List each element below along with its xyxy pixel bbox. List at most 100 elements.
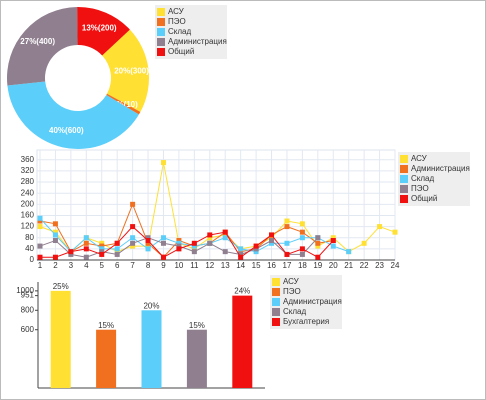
legend-swatch xyxy=(400,155,408,163)
point xyxy=(361,240,367,246)
point xyxy=(269,240,275,246)
point xyxy=(222,229,228,235)
y-tick-label: 1000 xyxy=(16,286,34,295)
point xyxy=(299,235,305,241)
point xyxy=(114,240,120,246)
x-tick-label: 14 xyxy=(236,261,245,270)
y-tick-label: 80 xyxy=(25,233,34,242)
point xyxy=(207,232,213,238)
slice-label: 20%(300) xyxy=(114,66,149,75)
legend-swatch xyxy=(157,18,165,26)
point xyxy=(330,243,336,249)
y-tick-label: 800 xyxy=(21,305,35,314)
point xyxy=(145,235,151,241)
point xyxy=(269,232,275,238)
point xyxy=(315,254,321,260)
point xyxy=(114,249,120,255)
y-tick-label: 280 xyxy=(21,177,35,186)
bar-label: 24% xyxy=(234,287,250,296)
y-tick-label: 40 xyxy=(25,244,34,253)
pie-slice xyxy=(7,7,78,86)
bar xyxy=(50,290,71,388)
point xyxy=(37,224,43,230)
pie-slice xyxy=(7,81,139,149)
point xyxy=(160,254,166,260)
point xyxy=(37,218,43,224)
legend-box xyxy=(270,275,342,329)
x-tick-label: 15 xyxy=(252,261,261,270)
x-tick-label: 9 xyxy=(161,261,166,270)
point xyxy=(299,251,305,257)
point xyxy=(37,243,43,249)
legend-swatch xyxy=(157,8,165,16)
x-tick-label: 11 xyxy=(190,261,199,270)
slice-label: 27%(400) xyxy=(20,37,55,46)
point xyxy=(99,249,105,255)
x-tick-label: 19 xyxy=(313,261,322,270)
point xyxy=(99,243,105,249)
series-line xyxy=(40,225,334,258)
legend-swatch xyxy=(272,318,280,326)
point xyxy=(145,238,151,244)
legend-swatch xyxy=(400,195,408,203)
slice-label: 40%(600) xyxy=(49,126,84,135)
point xyxy=(145,240,151,246)
legend-swatch xyxy=(157,38,165,46)
point xyxy=(299,229,305,235)
point xyxy=(238,246,244,252)
x-tick-label: 1 xyxy=(38,261,43,270)
x-tick-label: 6 xyxy=(115,261,120,270)
pie-slice xyxy=(102,29,150,112)
point xyxy=(299,221,305,227)
point xyxy=(284,240,290,246)
point xyxy=(114,246,120,252)
x-tick-label: 4 xyxy=(84,261,89,270)
x-tick-label: 10 xyxy=(174,261,183,270)
point xyxy=(315,235,321,241)
point xyxy=(160,235,166,241)
bar-label: 15% xyxy=(98,321,114,330)
point xyxy=(253,249,259,255)
bar-label: 15% xyxy=(189,321,205,330)
legend-label: АСУ xyxy=(283,277,300,286)
point xyxy=(269,238,275,244)
legend-label: Склад xyxy=(283,307,306,316)
x-tick-label: 22 xyxy=(360,261,369,270)
point xyxy=(176,246,182,252)
y-tick-label: 120 xyxy=(21,222,35,231)
x-tick-label: 24 xyxy=(391,261,400,270)
point xyxy=(222,232,228,238)
legend-box xyxy=(155,5,227,59)
point xyxy=(160,160,166,166)
point xyxy=(114,251,120,257)
point xyxy=(83,254,89,260)
y-tick-label: 0 xyxy=(30,255,35,264)
point xyxy=(83,246,89,252)
point xyxy=(191,249,197,255)
x-tick-label: 16 xyxy=(267,261,276,270)
pie-slice xyxy=(106,93,141,115)
x-tick-label: 20 xyxy=(329,261,338,270)
point xyxy=(222,249,228,255)
point xyxy=(191,246,197,252)
y-tick-label: 200 xyxy=(21,199,35,208)
x-tick-label: 7 xyxy=(130,261,135,270)
point xyxy=(52,221,58,227)
x-tick-label: 23 xyxy=(375,261,384,270)
bar xyxy=(186,329,207,388)
point xyxy=(130,243,136,249)
series-line xyxy=(39,162,396,253)
point xyxy=(130,224,136,230)
x-tick-label: 21 xyxy=(344,261,353,270)
point xyxy=(191,240,197,246)
point xyxy=(222,235,228,241)
point xyxy=(269,235,275,241)
point xyxy=(130,240,136,246)
point xyxy=(52,232,58,238)
series-line xyxy=(39,202,334,258)
legend-label: ПЭО xyxy=(283,287,301,296)
bar xyxy=(141,310,162,388)
legend-swatch xyxy=(157,28,165,36)
point xyxy=(176,240,182,246)
